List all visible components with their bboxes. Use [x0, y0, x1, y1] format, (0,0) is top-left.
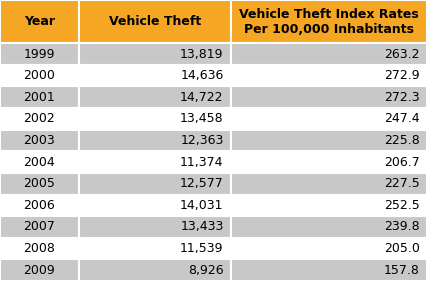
Text: 13,819: 13,819 — [180, 47, 223, 60]
Bar — [230, 43, 426, 65]
Text: 157.8: 157.8 — [383, 264, 419, 277]
Text: 2000: 2000 — [23, 69, 55, 82]
Bar — [0, 259, 79, 281]
Bar — [0, 151, 79, 173]
Bar — [79, 87, 230, 108]
Bar — [230, 238, 426, 259]
Text: 12,577: 12,577 — [179, 177, 223, 190]
Bar — [230, 65, 426, 87]
Text: 2002: 2002 — [23, 112, 55, 125]
Text: 239.8: 239.8 — [383, 221, 419, 234]
Bar — [230, 87, 426, 108]
Text: 225.8: 225.8 — [383, 134, 419, 147]
Bar — [79, 43, 230, 65]
Text: 205.0: 205.0 — [383, 242, 419, 255]
Text: 272.9: 272.9 — [383, 69, 419, 82]
Text: Year: Year — [24, 15, 55, 28]
Text: 8,926: 8,926 — [187, 264, 223, 277]
Text: 263.2: 263.2 — [383, 47, 419, 60]
Bar — [0, 108, 79, 130]
Text: 1999: 1999 — [24, 47, 55, 60]
Text: 14,636: 14,636 — [180, 69, 223, 82]
Bar — [79, 238, 230, 259]
Bar — [230, 0, 426, 43]
Text: 2001: 2001 — [23, 91, 55, 104]
Text: 227.5: 227.5 — [383, 177, 419, 190]
Text: 2005: 2005 — [23, 177, 55, 190]
Bar — [79, 108, 230, 130]
Text: 14,031: 14,031 — [180, 199, 223, 212]
Bar — [230, 130, 426, 151]
Bar — [0, 173, 79, 194]
Bar — [230, 151, 426, 173]
Text: 13,433: 13,433 — [180, 221, 223, 234]
Bar — [0, 194, 79, 216]
Text: 2003: 2003 — [23, 134, 55, 147]
Bar — [79, 216, 230, 238]
Bar — [79, 130, 230, 151]
Text: 272.3: 272.3 — [383, 91, 419, 104]
Bar — [79, 151, 230, 173]
Bar — [79, 65, 230, 87]
Text: 252.5: 252.5 — [383, 199, 419, 212]
Text: 2009: 2009 — [23, 264, 55, 277]
Bar — [79, 0, 230, 43]
Bar — [0, 43, 79, 65]
Text: 2008: 2008 — [23, 242, 55, 255]
Text: Vehicle Theft Index Rates
Per 100,000 Inhabitants: Vehicle Theft Index Rates Per 100,000 In… — [239, 8, 417, 36]
Bar — [0, 216, 79, 238]
Text: 12,363: 12,363 — [180, 134, 223, 147]
Text: Vehicle Theft: Vehicle Theft — [108, 15, 201, 28]
Text: 206.7: 206.7 — [383, 156, 419, 169]
Text: 11,539: 11,539 — [180, 242, 223, 255]
Bar — [79, 194, 230, 216]
Bar — [230, 259, 426, 281]
Text: 2004: 2004 — [23, 156, 55, 169]
Text: 14,722: 14,722 — [180, 91, 223, 104]
Text: 13,458: 13,458 — [179, 112, 223, 125]
Bar — [230, 194, 426, 216]
Text: 2007: 2007 — [23, 221, 55, 234]
Bar — [0, 65, 79, 87]
Text: 2006: 2006 — [23, 199, 55, 212]
Text: 11,374: 11,374 — [180, 156, 223, 169]
Bar — [0, 238, 79, 259]
Bar — [230, 173, 426, 194]
Bar — [0, 130, 79, 151]
Bar — [0, 0, 79, 43]
Bar — [0, 87, 79, 108]
Bar — [230, 216, 426, 238]
Bar — [79, 259, 230, 281]
Text: 247.4: 247.4 — [383, 112, 419, 125]
Bar — [230, 108, 426, 130]
Bar — [79, 173, 230, 194]
